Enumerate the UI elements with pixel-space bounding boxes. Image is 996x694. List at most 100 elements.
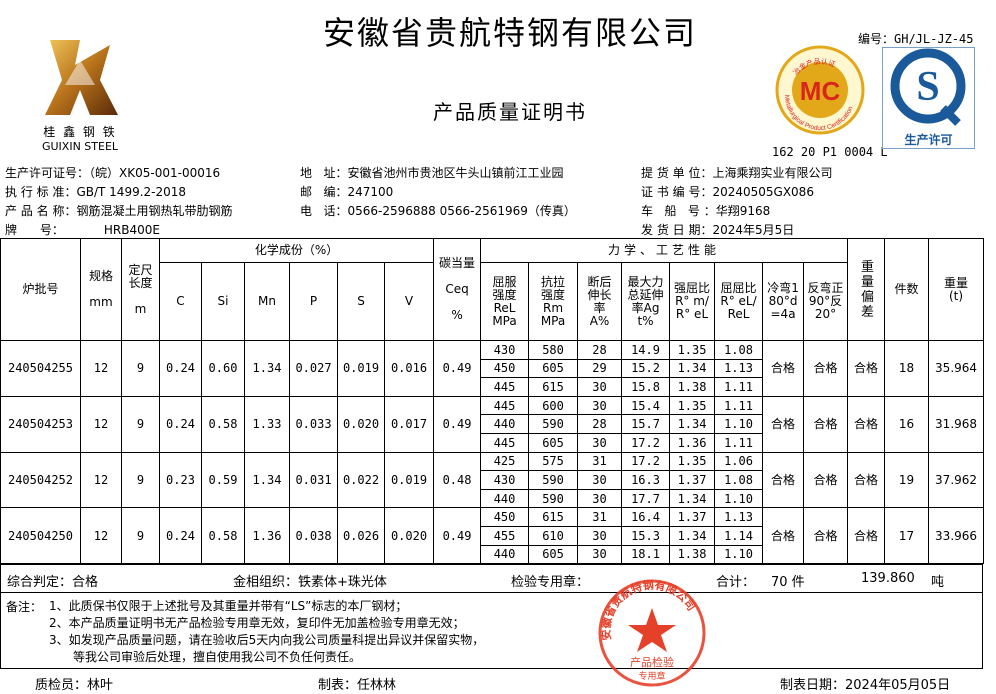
cell-p: 0.038 <box>289 507 338 565</box>
qs-text: 生产许可 <box>904 133 953 147</box>
inspection-stamp-label: 检验专用章： <box>511 575 590 590</box>
mc-text: MC <box>800 76 841 106</box>
cell-c: 0.24 <box>159 395 202 453</box>
col-ceq: 碳当量 Ceq% <box>433 238 482 341</box>
table-row: 445 615 30 15.8 1.38 1.11 <box>1 377 984 397</box>
cell-rebend: 合格 <box>803 507 849 565</box>
cell-mn: 1.36 <box>244 507 290 565</box>
cell-spec: 12 <box>80 451 122 509</box>
info-right: 提 货 单 位：上海乘翔实业有限公司 证 书 编 号：20240505GX086… <box>641 164 832 240</box>
cell-ratio1: 1.37 <box>669 507 716 527</box>
cell-tensile: 605 <box>528 432 579 453</box>
cell-p: 0.031 <box>289 451 338 509</box>
table-row: 430 590 30 16.3 1.37 1.08 <box>1 470 984 490</box>
cell-agt: 15.8 <box>621 377 671 397</box>
table-date: 制表日期：2024年05月05日 <box>780 678 951 693</box>
cell-agt: 16.4 <box>621 507 671 527</box>
cell-tensile: 600 <box>528 395 579 416</box>
cell-si: 0.60 <box>201 340 245 397</box>
product-name: 产 品 名 称：钢筋混凝土用钢热轧带肋钢筋 <box>5 204 233 218</box>
cell-v: 0.019 <box>383 451 435 509</box>
table-row: 455 610 30 15.3 1.34 1.14 <box>1 525 984 546</box>
cell-yield: 440 <box>480 414 530 434</box>
note-1: 1、此质保书仅限于上述批号及其重量并带有“LS”标志的本厂钢材； <box>49 599 408 613</box>
certificate-no: 证 书 编 号：20240505GX086 <box>641 185 814 199</box>
cell-cold-bend: 合格 <box>762 340 805 397</box>
cell-spec: 12 <box>80 340 122 397</box>
cell-tensile: 605 <box>528 544 579 565</box>
cell-s: 0.019 <box>337 340 385 397</box>
metallography: 金相组织：铁素体+珠光体 <box>233 575 387 590</box>
table-row: 440 590 28 15.7 1.34 1.10 <box>1 414 984 434</box>
cell-cold-bend: 合格 <box>762 451 805 509</box>
mc-code: 162 20 P1 0004 L <box>772 145 888 159</box>
note-4: 等我公司审验后处理，擅自使用我公司不负任何责任。 <box>73 650 362 664</box>
cell-spec: 12 <box>80 395 122 453</box>
col-p: P <box>289 262 338 341</box>
cell-ratio1: 1.37 <box>669 470 716 490</box>
logo-cn: 桂 鑫 钢 铁 <box>43 125 117 139</box>
cell-batch: 240504255 <box>0 340 81 397</box>
cell-tensile: 575 <box>528 451 579 472</box>
cell-ratio2: 1.11 <box>714 377 764 397</box>
cell-c: 0.24 <box>159 340 202 397</box>
cell-ratio2: 1.10 <box>714 544 764 565</box>
cell-elongation: 30 <box>577 544 623 565</box>
info-mid: 地 址：安徽省池州市贵池区牛头山镇前江工业园 邮 编：247100 电 话：05… <box>300 164 576 221</box>
cell-agt: 15.7 <box>621 414 671 434</box>
note-3: 3、如发现产品质量问题，请在验收后5天内向我公司质量科提出异议并保留实物， <box>49 633 485 647</box>
cell-weight: 33.966 <box>928 507 985 565</box>
cell-ratio2: 1.13 <box>714 358 764 379</box>
total-pieces: 70 件 <box>771 575 805 590</box>
cell-spec: 12 <box>80 507 122 565</box>
cell-agt: 16.3 <box>621 470 671 490</box>
cell-ceq: 0.49 <box>433 340 482 397</box>
cell-p: 0.033 <box>289 395 338 453</box>
stamp-bottom-text: 专用章 <box>638 670 665 682</box>
col-v: V <box>383 262 435 341</box>
col-si: Si <box>201 262 245 341</box>
note-2: 2、本产品质量证明书无产品检验专用章无效，复印件无加盖检验专用章无效； <box>49 616 465 630</box>
cell-mn: 1.34 <box>244 340 290 397</box>
cell-cold-bend: 合格 <box>762 507 805 565</box>
col-ratio1: 强屈比R° m/R° eL <box>669 262 716 341</box>
col-s: S <box>337 262 385 341</box>
col-spec: 规格 mm <box>80 238 122 341</box>
cell-yield: 440 <box>480 488 530 509</box>
cell-ratio2: 1.08 <box>714 340 764 360</box>
cell-elongation: 28 <box>577 414 623 434</box>
stamp-icon: 安徽省贵航特钢有限公司 产品检验 专用章 <box>598 578 706 687</box>
cell-ratio1: 1.34 <box>669 414 716 434</box>
cell-c: 0.23 <box>159 451 202 509</box>
col-length: 定尺长度 m <box>121 238 160 341</box>
table-row: 240504253 12 9 0.24 0.58 1.33 0.033 0.020 0.017 0… <box>0 395 985 453</box>
table-row: 240504252 12 9 0.23 0.59 1.34 0.031 0.022 0.019 0… <box>0 451 985 509</box>
total-label: 合计： <box>716 575 756 590</box>
cell-elongation: 28 <box>577 340 623 360</box>
cell-p: 0.027 <box>289 340 338 397</box>
cell-tensile: 605 <box>528 358 579 379</box>
col-pieces: 件数 <box>884 238 930 341</box>
company-title: 安徽省贵航特钢有限公司 <box>322 14 697 52</box>
cell-tensile: 590 <box>528 414 579 434</box>
stamp-star-icon <box>628 608 676 652</box>
cell-yield: 440 <box>480 544 530 565</box>
col-weight: 重量(t) <box>928 238 985 341</box>
document-title: 产品质量证明书 <box>433 100 587 124</box>
cell-tensile: 590 <box>528 470 579 490</box>
cell-yield: 430 <box>480 340 530 360</box>
cell-elongation: 31 <box>577 507 623 527</box>
cell-agt: 15.2 <box>621 358 671 379</box>
inspector: 质检员：林叶 <box>35 678 114 693</box>
cell-rebend: 合格 <box>803 340 849 397</box>
table-row: 440 605 30 18.1 1.38 1.10 <box>1 544 984 565</box>
col-c: C <box>159 262 202 341</box>
cell-pieces: 17 <box>884 507 930 565</box>
cell-deviation: 合格 <box>847 507 886 565</box>
table-row: 445 605 30 17.2 1.36 1.11 <box>1 432 984 453</box>
ship-date: 发 货 日 期：2024年5月5日 <box>641 223 795 237</box>
cell-elongation: 30 <box>577 377 623 397</box>
cell-yield: 455 <box>480 525 530 546</box>
logo-en: GUIXIN STEEL <box>41 140 119 153</box>
cell-pieces: 18 <box>884 340 930 397</box>
